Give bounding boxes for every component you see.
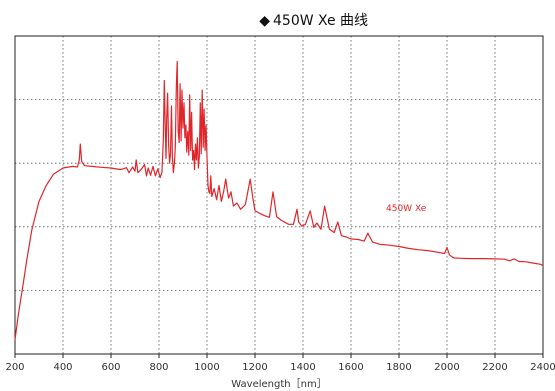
- x-tick-label: 1600: [338, 362, 363, 373]
- x-tick-label: 800: [149, 362, 168, 373]
- x-tick-label: 600: [101, 362, 120, 373]
- series-layer: [14, 60, 544, 340]
- x-tick-label: 2000: [434, 362, 459, 373]
- x-tick-label: 1400: [290, 362, 315, 373]
- x-tick-label: 2400: [530, 362, 555, 373]
- x-axis-label: Wavelength［nm］: [231, 378, 326, 390]
- x-tick-label: 1200: [242, 362, 267, 373]
- plot-area: [15, 36, 543, 354]
- x-tick-label: 2200: [482, 362, 507, 373]
- plot-frame: [14, 35, 544, 355]
- x-axis: 200 400 600 800 1000 1200 1400 1600 1800 2000 2200…: [5, 354, 555, 373]
- x-tick-label: 400: [53, 362, 72, 373]
- series-line-450w-xe: [14, 60, 544, 340]
- x-tick-label: 1800: [386, 362, 411, 373]
- chart-title-text: 450W Xe 曲线: [273, 13, 368, 29]
- x-tick-label: 200: [5, 362, 24, 373]
- grid: [15, 36, 543, 354]
- chart-title-marker: ◆: [259, 13, 270, 29]
- series-annotation: 450W Xe: [386, 204, 427, 214]
- chart-title: ◆ 450W Xe 曲线: [259, 13, 368, 29]
- x-tick-label: 1000: [194, 362, 219, 373]
